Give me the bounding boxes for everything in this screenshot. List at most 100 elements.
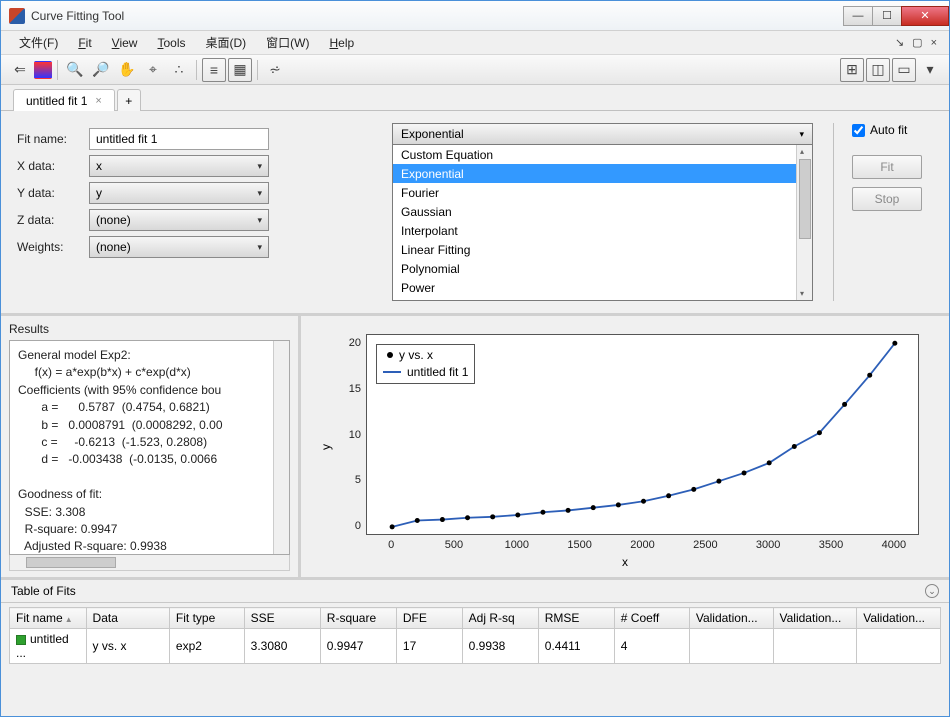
data-cursor-icon[interactable]: ⌖ bbox=[141, 58, 165, 82]
table-header[interactable]: # Coeff bbox=[614, 608, 689, 629]
layout-single-icon[interactable]: ▭ bbox=[892, 58, 916, 82]
model-option[interactable]: Power bbox=[393, 278, 812, 297]
results-vscroll[interactable] bbox=[273, 341, 289, 554]
chart-panel: http://blog.csdn.net/laobai1015 y vs. x … bbox=[301, 316, 949, 577]
y-tick: 0 bbox=[341, 520, 361, 532]
table-header[interactable]: Data bbox=[86, 608, 169, 629]
pan-icon[interactable]: ✋ bbox=[115, 58, 139, 82]
x-tick: 1000 bbox=[505, 539, 529, 551]
back-icon[interactable]: ⇐ bbox=[8, 58, 32, 82]
model-option[interactable]: Linear Fitting bbox=[393, 240, 812, 259]
ydata-select[interactable]: y bbox=[89, 182, 269, 204]
menu-tools[interactable]: Tools bbox=[147, 34, 195, 52]
fit-name-input[interactable] bbox=[89, 128, 269, 150]
model-type-select[interactable]: Exponential bbox=[392, 123, 813, 145]
zoom-in-icon[interactable]: 🔍 bbox=[63, 58, 87, 82]
menu-file[interactable]: 文件(F) bbox=[9, 32, 68, 53]
results-hscroll[interactable] bbox=[9, 555, 290, 571]
close-button[interactable]: ✕ bbox=[901, 6, 949, 26]
zdata-select[interactable]: (none) bbox=[89, 209, 269, 231]
grid-icon[interactable]: ▦ bbox=[228, 58, 252, 82]
x-tick: 0 bbox=[388, 539, 394, 551]
table-header[interactable]: Fit name▲ bbox=[10, 608, 87, 629]
table-cell: 17 bbox=[396, 629, 462, 664]
table-cell bbox=[773, 629, 857, 664]
weights-label: Weights: bbox=[17, 240, 89, 254]
model-option[interactable]: Fourier bbox=[393, 183, 812, 202]
zdata-label: Z data: bbox=[17, 213, 89, 227]
x-tick: 4000 bbox=[882, 539, 906, 551]
x-tick: 3500 bbox=[819, 539, 843, 551]
table-header[interactable]: Fit type bbox=[169, 608, 244, 629]
xdata-select[interactable]: x bbox=[89, 155, 269, 177]
y-tick: 15 bbox=[341, 383, 361, 395]
palette-icon[interactable] bbox=[34, 61, 52, 79]
legend-icon[interactable]: ≡ bbox=[202, 58, 226, 82]
x-tick: 500 bbox=[445, 539, 463, 551]
table-cell: 0.9947 bbox=[320, 629, 396, 664]
table-header[interactable]: SSE bbox=[244, 608, 320, 629]
model-option[interactable]: Custom Equation bbox=[393, 145, 812, 164]
layout-2x2-icon[interactable]: ⊞ bbox=[840, 58, 864, 82]
table-cell: y vs. x bbox=[86, 629, 169, 664]
model-type-list[interactable]: Custom EquationExponentialFourierGaussia… bbox=[392, 145, 813, 301]
model-option[interactable]: Polynomial bbox=[393, 259, 812, 278]
app-logo-icon bbox=[9, 8, 25, 24]
y-tick: 10 bbox=[341, 429, 361, 441]
model-option[interactable]: Gaussian bbox=[393, 202, 812, 221]
fit-button[interactable]: Fit bbox=[852, 155, 922, 179]
tab-add[interactable]: + bbox=[117, 89, 141, 111]
model-option[interactable]: Exponential bbox=[393, 164, 812, 183]
dock-close-icon[interactable]: × bbox=[927, 37, 941, 49]
table-header[interactable]: Adj R-sq bbox=[462, 608, 538, 629]
x-tick: 1500 bbox=[567, 539, 591, 551]
menu-window[interactable]: 窗口(W) bbox=[256, 32, 319, 53]
maximize-button[interactable]: ☐ bbox=[872, 6, 902, 26]
tof-collapse-icon[interactable]: ⌄ bbox=[925, 584, 939, 598]
results-text: General model Exp2: f(x) = a*exp(b*x) + … bbox=[9, 340, 290, 555]
autofit-label: Auto fit bbox=[870, 123, 907, 137]
fits-table[interactable]: Fit name▲DataFit typeSSER-squareDFEAdj R… bbox=[9, 607, 941, 664]
fit-name-label: Fit name: bbox=[17, 132, 89, 146]
tab-label: untitled fit 1 bbox=[26, 94, 87, 108]
menu-help[interactable]: Help bbox=[320, 34, 365, 52]
tab-fit-1[interactable]: untitled fit 1 × bbox=[13, 89, 115, 111]
toolbar: ⇐ 🔍 🔎 ✋ ⌖ ∴ ≡ ▦ ⩫ ⊞ ◫ ▭ ▾ bbox=[1, 55, 949, 85]
autofit-input[interactable] bbox=[852, 124, 865, 137]
table-cell: 0.4411 bbox=[538, 629, 614, 664]
table-header[interactable]: RMSE bbox=[538, 608, 614, 629]
legend-series-1: y vs. x bbox=[399, 347, 433, 364]
table-cell: 3.3080 bbox=[244, 629, 320, 664]
tab-row: untitled fit 1 × + bbox=[1, 85, 949, 111]
menu-view[interactable]: View bbox=[102, 34, 148, 52]
weights-select[interactable]: (none) bbox=[89, 236, 269, 258]
list-scrollbar[interactable] bbox=[796, 145, 812, 300]
config-panel: Fit name: X data: x Y data: y Z data: (n… bbox=[1, 111, 949, 316]
stop-button[interactable]: Stop bbox=[852, 187, 922, 211]
layout-more-icon[interactable]: ▾ bbox=[918, 58, 942, 82]
residuals-icon[interactable]: ⩫ bbox=[263, 58, 287, 82]
table-of-fits: Table of Fits ⌄ Fit name▲DataFit typeSSE… bbox=[1, 580, 949, 664]
menu-desktop[interactable]: 桌面(D) bbox=[196, 32, 257, 53]
x-tick: 2500 bbox=[693, 539, 717, 551]
zoom-out-icon[interactable]: 🔎 bbox=[89, 58, 113, 82]
titlebar: Curve Fitting Tool — ☐ ✕ bbox=[1, 1, 949, 31]
table-header[interactable]: Validation... bbox=[689, 608, 773, 629]
dock-maximize-icon[interactable]: ▢ bbox=[908, 36, 926, 49]
chart-legend[interactable]: y vs. x untitled fit 1 bbox=[376, 344, 475, 384]
brush-icon[interactable]: ∴ bbox=[167, 58, 191, 82]
table-header[interactable]: DFE bbox=[396, 608, 462, 629]
autofit-checkbox[interactable]: Auto fit bbox=[852, 123, 933, 137]
table-header[interactable]: R-square bbox=[320, 608, 396, 629]
menu-fit[interactable]: Fit bbox=[68, 34, 101, 52]
tab-close-icon[interactable]: × bbox=[95, 95, 101, 107]
layout-split-icon[interactable]: ◫ bbox=[866, 58, 890, 82]
table-cell bbox=[689, 629, 773, 664]
minimize-button[interactable]: — bbox=[843, 6, 873, 26]
model-option[interactable]: Interpolant bbox=[393, 221, 812, 240]
table-row[interactable]: untitled ...y vs. xexp23.30800.9947170.9… bbox=[10, 629, 941, 664]
table-header[interactable]: Validation... bbox=[773, 608, 857, 629]
results-panel: Results General model Exp2: f(x) = a*exp… bbox=[1, 316, 301, 577]
dock-undock-icon[interactable]: ↘ bbox=[891, 36, 908, 49]
table-header[interactable]: Validation... bbox=[857, 608, 941, 629]
